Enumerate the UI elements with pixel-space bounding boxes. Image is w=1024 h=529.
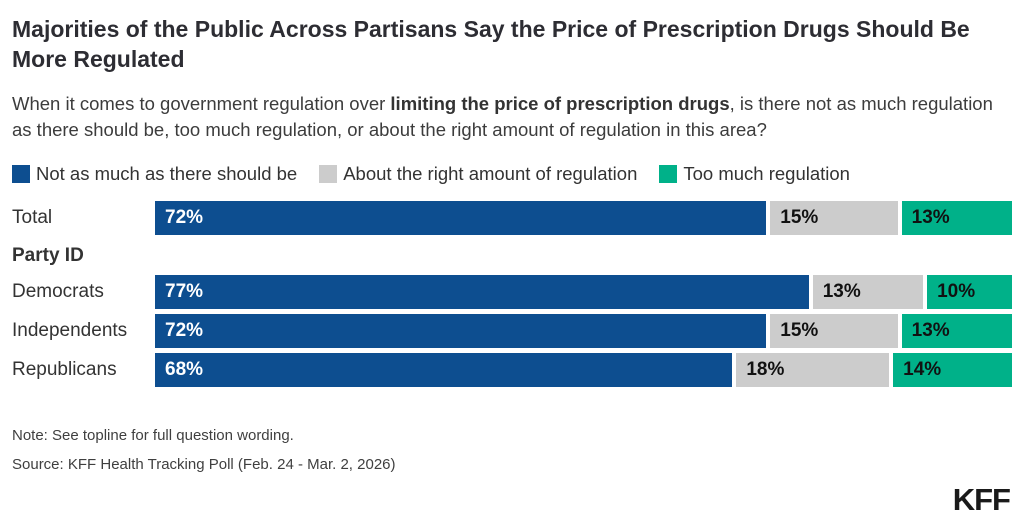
bar-value-label: 13% [911, 320, 950, 342]
bar-value-label: 68% [165, 359, 204, 381]
kff-logo: KFF [952, 482, 1011, 517]
legend: Not as much as there should be About the … [12, 163, 1012, 185]
subtitle-bold-phrase: limiting the price of prescription drugs [390, 92, 730, 114]
bar-segment: 68% [155, 353, 733, 388]
bar-value-label: 13% [911, 207, 950, 229]
bar-segment: 13% [901, 314, 1012, 349]
note-text: Note: See topline for full question word… [12, 427, 294, 445]
chart-bar-row: Republicans 68% 18% 14% [12, 353, 1012, 388]
stacked-bar: 77% 13% 10% [155, 275, 1013, 310]
bar-value-label: 18% [746, 359, 785, 381]
bar-value-label: 15% [780, 207, 819, 229]
stacked-bar: 72% 15% 13% [155, 314, 1012, 349]
subtitle-text-end: , is there not as much regulation as the… [12, 92, 993, 140]
bar-chart: Total 72% 15% 13% Party ID Democrats 77% 13% 10%… [12, 201, 1013, 388]
legend-label: Not as much as there should be [36, 163, 298, 185]
bar-value-label: 72% [165, 207, 204, 229]
subtitle-text: When it comes to government regulation o… [12, 92, 391, 114]
bar-value-label: 72% [165, 320, 204, 342]
bar-value-label: 10% [937, 281, 976, 303]
legend-swatch-icon [319, 165, 338, 184]
question-subtitle: When it comes to government regulation o… [12, 91, 1007, 144]
bar-row-label: Total [12, 207, 53, 229]
bar-value-label: 15% [780, 320, 819, 342]
chart-bar-row: Independents 72% 15% 13% [12, 314, 1012, 349]
bar-segment: 72% [155, 314, 767, 349]
bar-segment: 77% [155, 275, 809, 310]
bar-segment: 10% [927, 275, 1013, 310]
legend-item: Not as much as there should be [12, 163, 297, 185]
source-text: Source: KFF Health Tracking Poll (Feb. 2… [12, 456, 396, 474]
chart-bar-row: Total 72% 15% 13% [12, 201, 1012, 236]
bar-segment: 15% [770, 201, 898, 236]
legend-label: Too much regulation [683, 163, 850, 185]
bar-value-label: 13% [822, 281, 861, 303]
legend-swatch-icon [12, 165, 30, 184]
bar-value-label: 14% [903, 359, 942, 381]
stacked-bar: 68% 18% 14% [155, 353, 1012, 388]
legend-item: Too much regulation [659, 163, 850, 185]
chart-section-row: Party ID [12, 245, 1012, 267]
page-title: Majorities of the Public Across Partisan… [12, 16, 970, 73]
bar-row-label: Democrats [12, 281, 104, 303]
bar-segment: 18% [736, 353, 890, 388]
legend-label: About the right amount of regulation [343, 163, 638, 185]
bar-segment: 13% [812, 275, 924, 310]
bar-segment: 14% [893, 353, 1012, 388]
legend-item: About the right amount of regulation [319, 163, 637, 185]
footer: Note: See topline for full question word… [12, 427, 1012, 473]
bar-segment: 72% [155, 201, 767, 236]
bar-segment: 15% [770, 314, 898, 349]
bar-row-label: Republicans [12, 359, 117, 381]
section-label: Party ID [12, 245, 84, 267]
bar-value-label: 77% [165, 281, 204, 303]
stacked-bar: 72% 15% 13% [155, 201, 1012, 236]
chart-bar-row: Democrats 77% 13% 10% [12, 275, 1013, 310]
bar-segment: 13% [901, 201, 1012, 236]
bar-row-label: Independents [12, 320, 128, 342]
legend-swatch-icon [659, 165, 678, 184]
